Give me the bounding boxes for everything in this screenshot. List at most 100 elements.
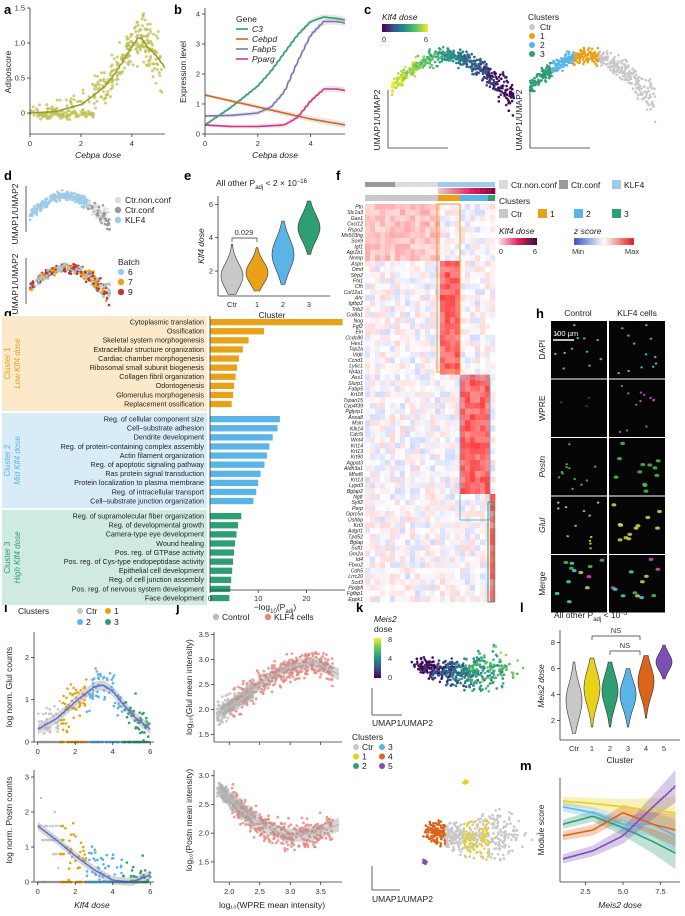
umap-cluster-point xyxy=(553,69,556,72)
heatmap-cell xyxy=(490,215,496,222)
heatmap-legend-cluster-label: 1 xyxy=(550,209,555,219)
heatmap-cell xyxy=(375,312,381,318)
heatmap-cell xyxy=(405,420,411,426)
heatmap-cell xyxy=(460,545,466,551)
heatmap-cell xyxy=(375,238,381,244)
heatmap-cell xyxy=(390,539,396,546)
adiposcore-point xyxy=(145,63,149,67)
heatmap-cell xyxy=(380,567,386,574)
umap-cluster-point xyxy=(555,67,559,70)
heatmap-cell xyxy=(440,306,446,313)
adiposcore-point xyxy=(144,55,148,58)
panel-label-c: c xyxy=(364,2,371,17)
heatmap-cell xyxy=(415,368,421,375)
adiposcore-y-ticks: 00.51.01.5 xyxy=(15,4,30,118)
umap-cluster-point xyxy=(620,77,623,81)
adiposcore-point xyxy=(66,113,70,117)
heatmap-cell xyxy=(365,516,371,523)
glul-point xyxy=(56,730,59,733)
adiposcore-point xyxy=(95,99,99,103)
heatmap-cell xyxy=(390,255,396,262)
heatmap-cell xyxy=(395,266,401,273)
umap-cluster-point xyxy=(569,55,572,59)
heatmap-cell xyxy=(380,562,386,569)
heatmap-cell xyxy=(405,243,411,250)
heatmap-cell xyxy=(425,334,431,341)
heatmap-cell xyxy=(490,397,496,404)
heatmap-cell xyxy=(415,476,421,483)
heatmap-cell xyxy=(450,562,456,569)
glul-point xyxy=(112,704,116,708)
umap-cluster-point xyxy=(600,64,603,67)
umap-cluster-point xyxy=(535,75,539,78)
heatmap-cell xyxy=(425,260,431,267)
heatmap-cell xyxy=(375,351,381,358)
umap-klf4-dose-point xyxy=(491,87,495,90)
heatmap-cell xyxy=(415,255,421,262)
heatmap-cell xyxy=(470,329,476,335)
adiposcore-point xyxy=(85,114,88,118)
heatmap-cell xyxy=(420,584,426,591)
umap-klf4-dose-point xyxy=(482,75,486,79)
umap-batch-point xyxy=(94,279,98,283)
heatmap-cell xyxy=(465,306,471,313)
heatmap-cell xyxy=(390,391,396,398)
violin-e-1 xyxy=(245,247,269,292)
adiposcore-point xyxy=(96,80,100,84)
heatmap-cell xyxy=(470,346,476,352)
heatmap-cell xyxy=(400,295,406,301)
heatmap-cell xyxy=(365,522,371,529)
heatmap-legend-cluster-swatch xyxy=(538,209,547,218)
heatmap-cell xyxy=(440,221,446,227)
heatmap-cell xyxy=(465,226,471,233)
heatmap-cell xyxy=(400,408,406,415)
umap-cluster-point xyxy=(543,79,547,82)
heatmap-cell xyxy=(390,528,396,534)
heatmap-cell xyxy=(460,533,466,540)
heatmap-cell xyxy=(435,482,441,489)
umap-cluster-point xyxy=(630,82,633,85)
adiposcore-point xyxy=(102,90,106,94)
umap-klf4-dose-point xyxy=(438,50,441,54)
adiposcore-point xyxy=(83,111,87,115)
heatmap-cell xyxy=(390,249,396,256)
heatmap-cell xyxy=(470,442,476,449)
umap-klf4-dose-point xyxy=(422,55,426,58)
glul-point xyxy=(61,728,65,732)
heatmap-cell xyxy=(425,567,431,574)
heatmap-cell xyxy=(410,465,416,472)
heatmap-cell xyxy=(450,465,456,472)
microscopy-cell xyxy=(568,467,571,470)
heatmap-cell xyxy=(465,471,471,478)
heatmap-cell xyxy=(365,346,371,352)
heatmap-cell xyxy=(460,482,466,489)
heatmap-cell xyxy=(400,340,406,347)
heatmap-cell xyxy=(430,511,436,517)
go-term-label: Cardiac chamber morphogenesis xyxy=(98,354,204,363)
heatmap-cell xyxy=(385,295,391,301)
heatmap-cell xyxy=(385,215,391,222)
clusters-legend-i-swatch xyxy=(77,608,83,614)
go-bar xyxy=(210,558,234,565)
umap-cluster-point xyxy=(649,107,653,111)
umap-group-point xyxy=(47,200,51,204)
heatmap-cell xyxy=(410,590,416,597)
heatmap-cell xyxy=(475,431,481,438)
heatmap-cell xyxy=(450,397,456,404)
scale-bar-label: 100 µm xyxy=(553,329,578,338)
heatmap-cell xyxy=(490,437,496,443)
heatmap-cell xyxy=(430,528,436,534)
heatmap-cell xyxy=(440,391,446,398)
annotation-dose-cell xyxy=(468,188,472,194)
heatmap-cell xyxy=(370,528,376,534)
heatmap-cell xyxy=(385,505,391,512)
heatmap-cell xyxy=(395,482,401,489)
heatmap-cell xyxy=(475,368,481,375)
umap-cluster-point xyxy=(649,85,653,88)
heatmap-cell xyxy=(425,420,431,426)
heatmap-cell xyxy=(375,459,381,466)
heatmap-cell xyxy=(365,488,371,495)
heatmap-cell xyxy=(450,556,456,563)
heatmap-cell xyxy=(375,454,381,461)
